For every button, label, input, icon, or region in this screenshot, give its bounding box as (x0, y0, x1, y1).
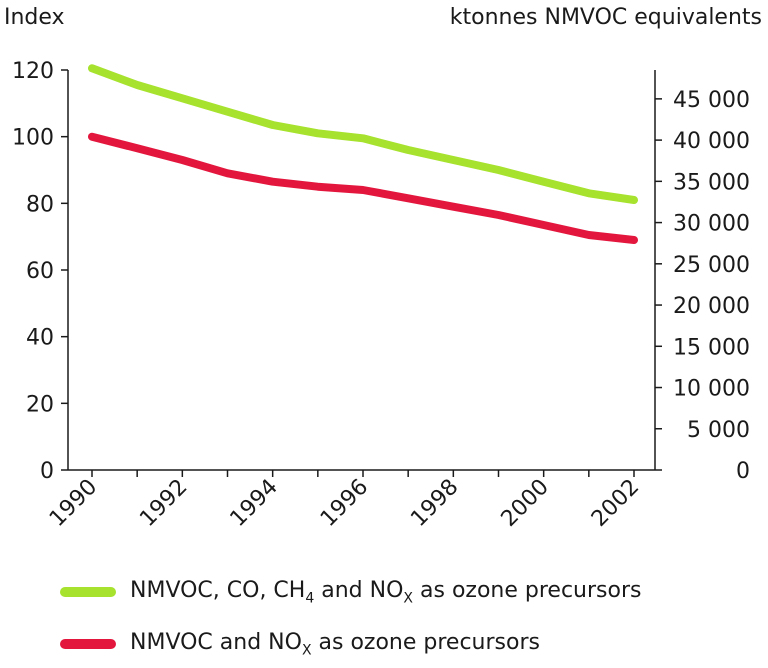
left-tick-label: 80 (26, 192, 54, 217)
right-tick-label: 30 000 (673, 212, 750, 237)
right-tick-label: 35 000 (673, 170, 750, 195)
left-tick-label: 60 (26, 259, 54, 284)
left-tick-label: 0 (40, 459, 54, 484)
x-tick-label: 1992 (135, 475, 192, 532)
legend-swatch-series-2 (60, 639, 116, 650)
right-tick-label: 40 000 (673, 129, 750, 154)
legend-label-series-2: NMVOC and NOX as ozone precursors (130, 630, 540, 659)
legend-swatch-series-1 (60, 587, 116, 598)
series-line-1 (88, 64, 638, 204)
line-chart: Index ktonnes NMVOC equivalents 0 20 40 60 8… (4, 5, 762, 532)
right-tick-label: 5 000 (687, 418, 750, 443)
right-tick-label: 15 000 (673, 335, 750, 360)
legend-label-series-1: NMVOC, CO, CH4 and NOX as ozone precurso… (130, 578, 642, 607)
right-tick-label: 20 000 (673, 294, 750, 319)
left-tick-label: 120 (12, 59, 54, 84)
left-tick-label: 40 (26, 326, 54, 351)
right-tick-label: 25 000 (673, 253, 750, 278)
right-axis-title: ktonnes NMVOC equivalents (450, 5, 762, 30)
left-tick-label: 20 (26, 392, 54, 417)
left-axis-title: Index (4, 5, 65, 30)
x-tick-label: 1998 (406, 475, 463, 532)
x-tick-label: 1996 (316, 475, 373, 532)
right-tick-label: 0 (736, 459, 750, 484)
legend-item-series-1: NMVOC, CO, CH4 and NOX as ozone precurso… (60, 578, 641, 606)
x-tick-label: 2000 (497, 475, 554, 532)
x-tick-label: 1994 (226, 475, 283, 532)
series-layer (88, 64, 638, 244)
legend-item-series-2: NMVOC and NOX as ozone precursors (60, 630, 540, 658)
axes: 0 20 40 60 80 100 120 0 5 000 10 000 15 000 20 000 2… (12, 59, 750, 532)
series-line-2 (88, 132, 638, 244)
right-tick-label: 10 000 (673, 377, 750, 402)
x-tick-label: 2002 (587, 475, 644, 532)
right-tick-label: 45 000 (673, 88, 750, 113)
left-tick-label: 100 (12, 126, 54, 151)
